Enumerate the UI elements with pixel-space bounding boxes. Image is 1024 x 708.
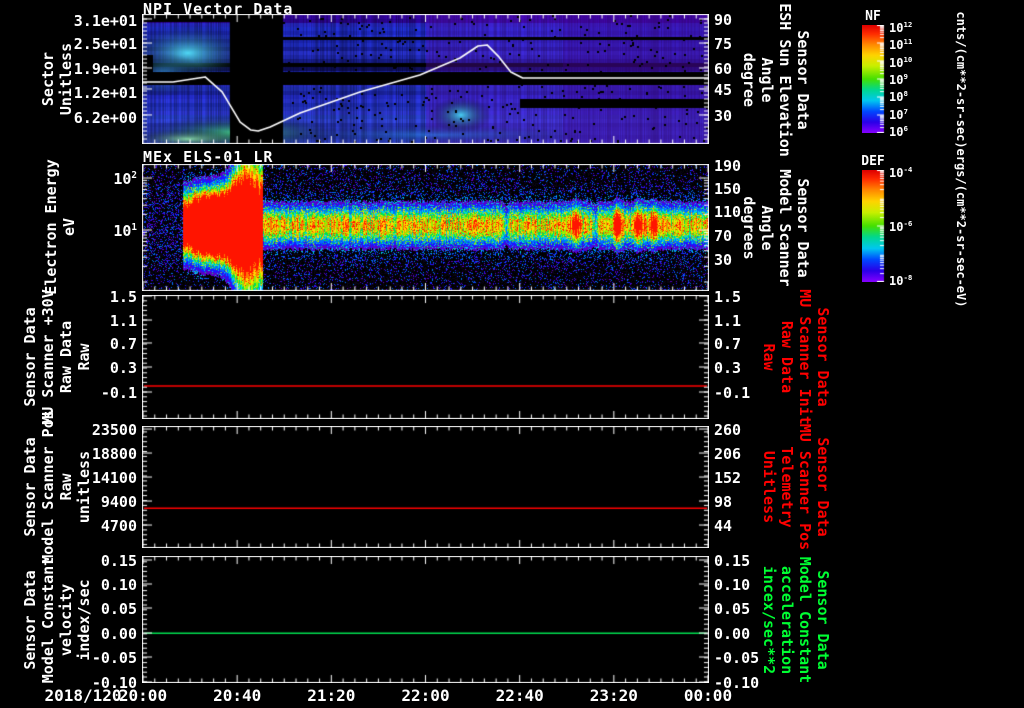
panel1-left-axis-label: Sector Unitless [39, 42, 75, 116]
nf-colorbar-tick-label: 1012 [889, 20, 913, 35]
y-tick-label-right: 1.1 [714, 312, 742, 331]
y-tick-label-left: -0.10 [91, 674, 137, 692]
y-tick-label-right: 260 [714, 421, 742, 440]
y-tick-label-right: 45 [714, 80, 733, 99]
y-tick-label-right: 0.10 [714, 576, 751, 594]
y-tick-label-left: 9400 [100, 493, 137, 512]
x-axis-date-label: 2018/120 [44, 686, 122, 705]
y-tick-label-left: 102 [113, 170, 137, 188]
y-tick-label-left: 1.9e+01 [73, 59, 137, 78]
nf-colorbar-tick-label: 1010 [889, 54, 913, 70]
y-tick-label-right: 75 [714, 35, 733, 54]
y-tick-label-right: 0.05 [714, 600, 751, 618]
def-colorbar-tick-label: 10-4 [889, 165, 913, 180]
panel3-left-axis-label: Sensor Data MU Scanner +30V Raw Data Raw [21, 289, 93, 425]
panel2-title: MEx ELS-01 LR [143, 148, 274, 166]
y-tick-label-left: 0.10 [100, 576, 137, 594]
x-tick-label: 21:20 [307, 686, 356, 705]
els-spectrogram [142, 164, 709, 291]
y-tick-label-left: 6.2e+00 [73, 109, 137, 128]
def-colorbar-title: DEF [861, 154, 885, 169]
panel2-right-axis-label: Sensor Data Model Scanner Angle degrees [740, 169, 812, 287]
y-tick-label-right: 44 [714, 517, 733, 536]
y-tick-label-left: -0.1 [100, 384, 137, 402]
x-tick-label: 20:00 [118, 686, 168, 705]
y-tick-label-right: 70 [714, 227, 733, 245]
y-tick-label-right: 90 [714, 10, 733, 29]
y-tick-label-right: -0.05 [714, 649, 760, 667]
y-tick-label-left: 0.7 [109, 334, 137, 353]
panel1-right-axis-label: Sensor Data ESH Sun Elevation Angle degr… [740, 3, 812, 157]
y-tick-label-left: 1.2e+01 [73, 84, 137, 103]
model-scanner-pos-plot [142, 426, 709, 548]
y-tick-label-left: 0.3 [109, 359, 137, 377]
x-tick-label: 22:00 [401, 686, 450, 705]
y-tick-label-left: 23500 [91, 421, 137, 440]
y-tick-label-left: 3.1e+01 [73, 11, 137, 30]
nf-colorbar [862, 25, 892, 133]
y-tick-label-right: 150 [714, 180, 742, 198]
nf-colorbar-tick-label: 106 [889, 124, 908, 139]
x-tick-label: 22:40 [495, 686, 544, 705]
nf-colorbar-tick-label: 108 [889, 89, 908, 105]
x-tick-label: 23:20 [589, 686, 638, 705]
y-tick-label-right: 110 [714, 203, 742, 221]
y-tick-label-left: 0.15 [100, 552, 137, 570]
panel5-left-axis-label: Sensor Data Model Constant velocity inde… [21, 556, 93, 684]
nf-colorbar-unit-label: cnts/(cm**2-sr-sec) [954, 11, 968, 149]
y-tick-label-left: 4700 [100, 517, 137, 536]
def-colorbar-tick-label: 10-8 [889, 273, 913, 288]
nf-colorbar-tick-label: 109 [889, 72, 908, 87]
y-tick-label-right: 30 [714, 106, 733, 125]
mu-scanner-30v-plot [142, 295, 709, 419]
x-tick-label: 00:00 [683, 686, 733, 705]
y-tick-label-right: 152 [714, 469, 742, 488]
x-tick-label: 20:40 [213, 686, 262, 705]
model-constant-velocity-plot [142, 556, 709, 683]
y-tick-label-right: 0.7 [714, 334, 742, 353]
panel5-right-axis-label: Sensor Data Model Constant acceleration … [760, 556, 832, 684]
y-tick-label-left: 14100 [91, 469, 137, 488]
nf-colorbar-tick-label: 107 [889, 106, 908, 122]
def-colorbar [862, 170, 892, 282]
y-tick-label-right: 206 [714, 445, 742, 464]
y-tick-label-right: -0.1 [714, 384, 751, 402]
y-tick-label-right: 190 [714, 157, 742, 175]
y-tick-label-left: 2.5e+01 [73, 35, 137, 54]
y-tick-label-left: 18800 [91, 445, 137, 464]
panel1-title: NPI Vector Data [143, 0, 294, 18]
def-colorbar-tick-label: 10-6 [889, 219, 913, 234]
y-tick-label-right: 0.15 [714, 552, 751, 570]
panel4-right-axis-label: Sensor Data MU Scanner Pos Telemetry Uni… [760, 423, 832, 551]
nf-colorbar-tick-label: 1011 [889, 37, 913, 53]
y-tick-label-right: 1.5 [714, 288, 742, 306]
y-tick-label-left: -0.05 [91, 649, 137, 667]
y-tick-label-left: 1.1 [109, 312, 137, 331]
y-tick-label-right: 0.00 [714, 625, 751, 643]
panel2-left-axis-label: Electron Energy eV [42, 159, 78, 295]
def-colorbar-unit-label: ergs/(cm**2-sr-sec-eV) [954, 148, 968, 308]
panel3-right-axis-label: Sensor Data MU Scanner Init Raw Data Raw [760, 289, 832, 425]
y-tick-label-right: 98 [714, 493, 733, 512]
y-tick-label-right: 0.3 [714, 359, 742, 377]
y-tick-label-right: 30 [714, 251, 733, 269]
y-tick-label-left: 1.5 [109, 288, 137, 306]
y-tick-label-left: 101 [113, 222, 137, 240]
y-tick-label-right: 60 [714, 59, 733, 78]
y-tick-label-left: 0.05 [100, 600, 137, 618]
y-tick-label-left: 0.00 [100, 625, 137, 643]
npi-spectrogram [142, 14, 709, 144]
panel4-left-axis-label: Sensor Data Model Scanner Pos Raw unitle… [21, 410, 93, 564]
y-tick-label-right: -0.10 [714, 674, 760, 692]
nf-colorbar-title: NF [865, 9, 881, 24]
